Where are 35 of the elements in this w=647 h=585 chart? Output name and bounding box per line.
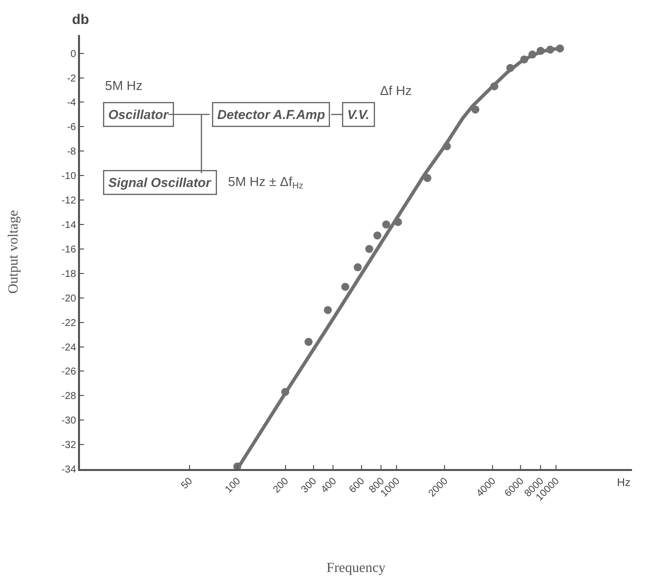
x-tick-label: 600 xyxy=(347,476,368,496)
y-tick-label: -18 xyxy=(62,268,76,280)
y-tick-label: -12 xyxy=(62,196,76,207)
y-tick-label: -22 xyxy=(62,318,76,329)
annotation: 5M Hz xyxy=(105,78,143,93)
x-tick-label: 50 xyxy=(179,476,196,492)
y-tick-label: -28 xyxy=(62,391,76,402)
y-tick-label: -2 xyxy=(67,73,76,84)
y-tick-label: -6 xyxy=(67,122,76,134)
annotation: Δf Hz xyxy=(380,83,412,98)
annotation: 5M Hz ± Δf$_{Hz}$ xyxy=(228,174,304,191)
annotation: Signal Oscillator xyxy=(108,175,212,190)
y-tick-label: -30 xyxy=(62,416,76,427)
y-tick-label: -26 xyxy=(62,366,76,378)
y-tick-label: -10 xyxy=(62,171,76,182)
y-tick-label: -34 xyxy=(62,464,76,476)
y-tick-label: -16 xyxy=(62,244,76,256)
annotation: Detector A.F.Amp xyxy=(217,107,326,122)
x-tick-label: 300 xyxy=(299,476,320,496)
y-tick-label: -8 xyxy=(67,146,76,158)
x-axis-title: Frequency xyxy=(326,561,386,576)
y-axis-title: Output voltage xyxy=(6,210,22,294)
text: Hz xyxy=(617,477,630,489)
y-tick-label: -32 xyxy=(62,440,76,452)
x-tick-label: 100 xyxy=(223,476,244,496)
y-tick-label: 0 xyxy=(70,48,76,60)
y-tick-label: -4 xyxy=(67,98,76,109)
x-tick-label: 400 xyxy=(319,476,340,496)
y-tick-label: -24 xyxy=(62,342,76,354)
annotation: V.V. xyxy=(347,107,370,122)
x-tick-label: 200 xyxy=(271,476,292,496)
y-tick-label: -14 xyxy=(62,220,76,231)
annotation: Oscillator xyxy=(108,107,170,122)
y-tick-label: -20 xyxy=(62,293,76,304)
text: db xyxy=(72,11,90,27)
